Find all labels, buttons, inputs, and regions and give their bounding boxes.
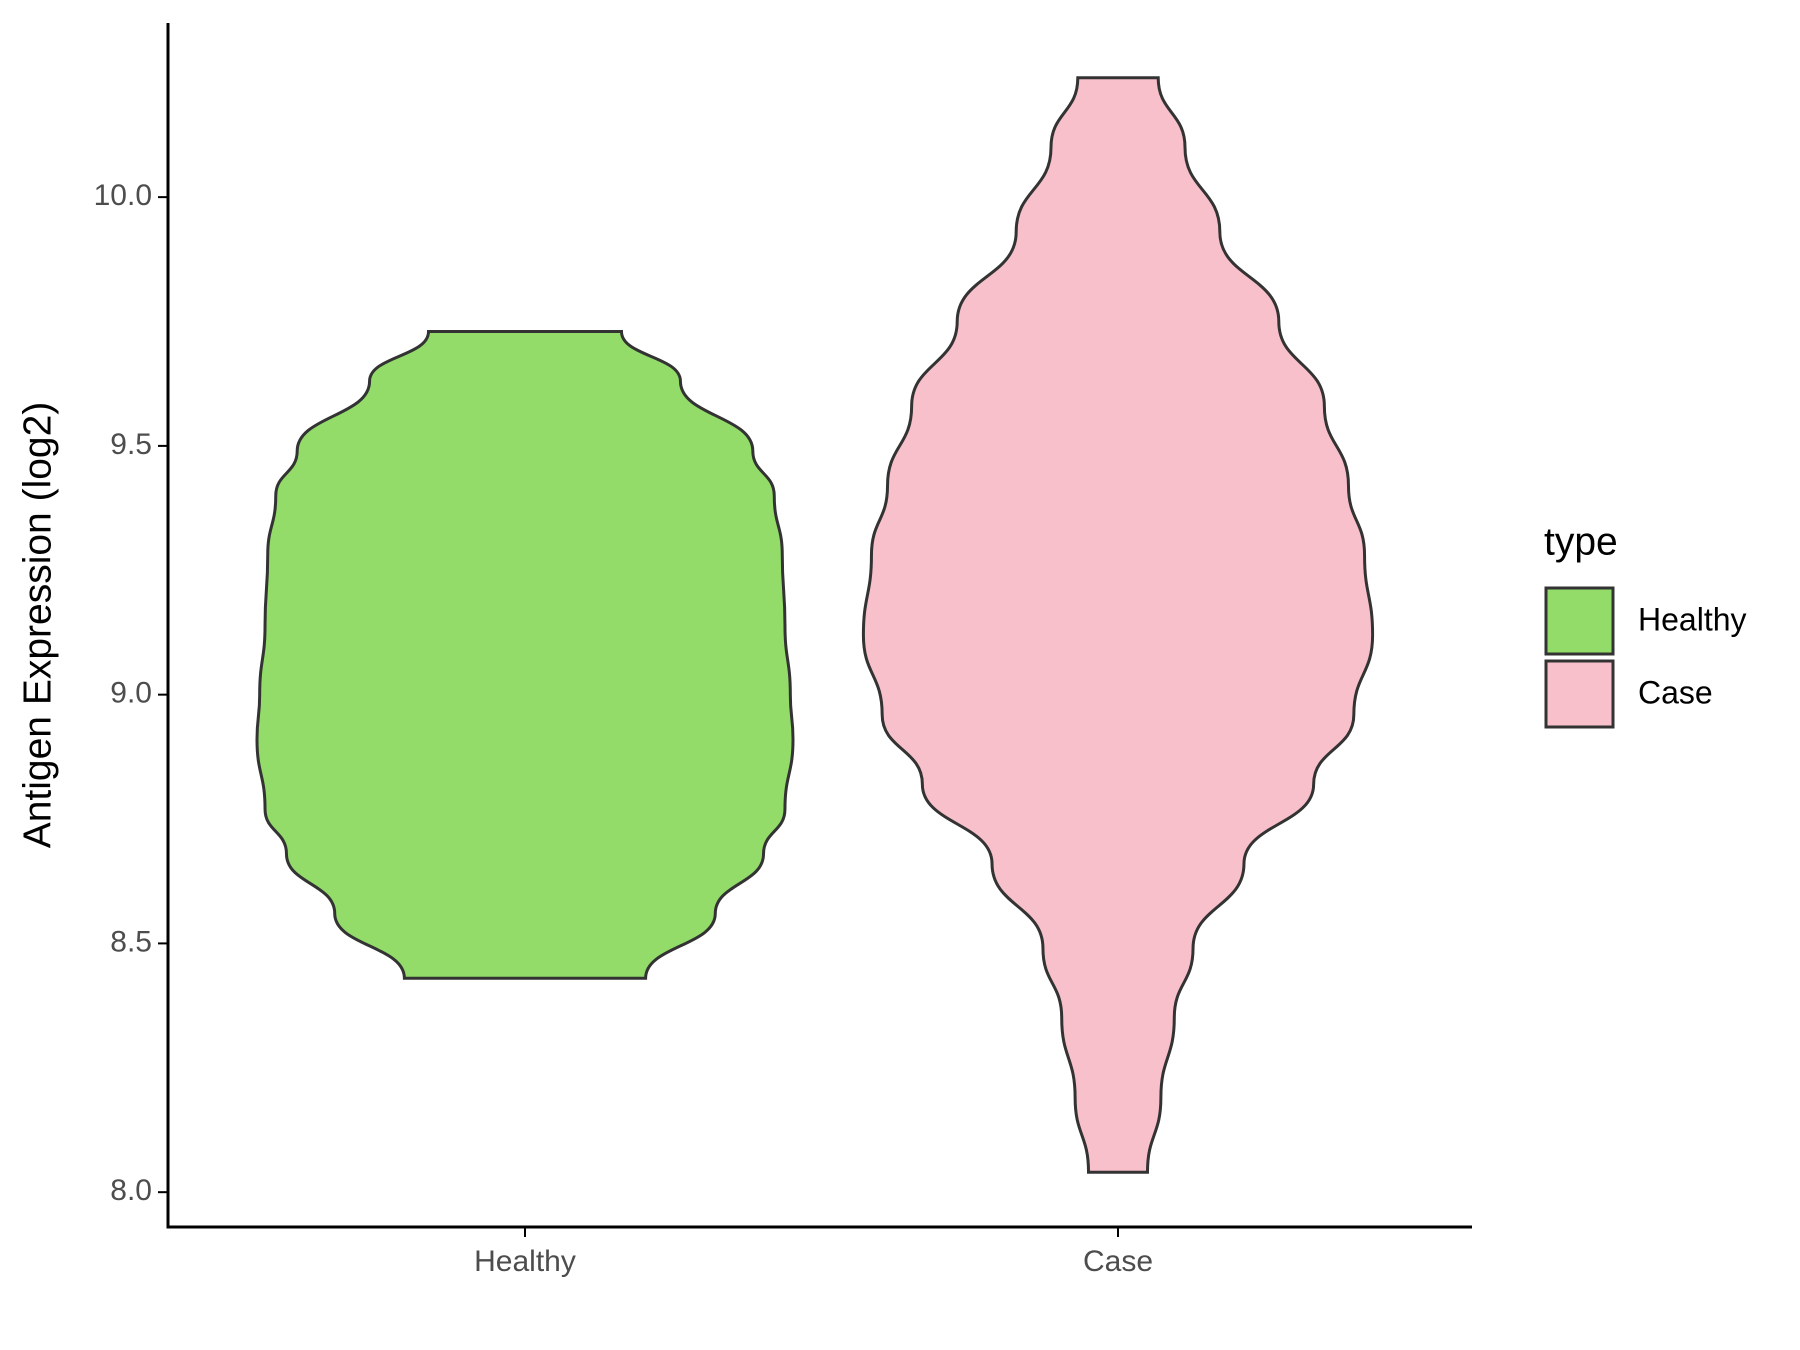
y-tick-label: 10.0 [94,179,152,212]
x-tick-label: Healthy [474,1245,576,1278]
y-tick-label: 8.5 [110,925,152,958]
legend-title: type [1544,520,1618,563]
legend-label: Case [1638,674,1713,710]
legend-key [1544,586,1615,656]
x-tick-label: Case [1083,1245,1153,1278]
violin-half [1118,76,1375,1174]
violin-half [861,76,1118,1174]
y-tick-label: 8.0 [110,1174,152,1207]
violin-half [255,329,525,980]
y-tick-label: 9.5 [110,428,152,461]
y-axis-label: Antigen Expression (log2) [16,402,59,849]
legend-key [1544,659,1615,729]
violin-half [525,329,795,980]
legend-label: Healthy [1638,601,1747,637]
y-tick-label: 9.0 [110,677,152,710]
